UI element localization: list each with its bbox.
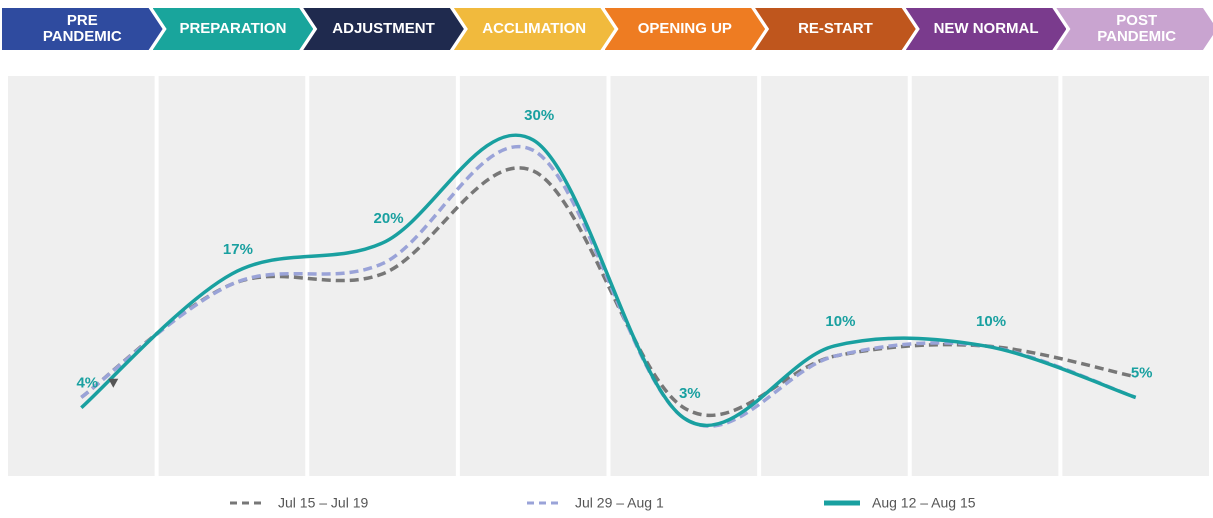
phase-label: PREPARATION [153,8,314,50]
value-label: 4% [76,375,98,392]
value-label: 10% [976,313,1006,330]
phase-label: ACCLIMATION [454,8,615,50]
column-bg [8,76,155,476]
legend-label: Aug 12 – Aug 15 [872,495,976,511]
phase-label: OPENING UP [605,8,766,50]
series-line [80,133,1137,428]
phase-label: PRE PANDEMIC [2,8,163,50]
value-label: 20% [374,210,404,227]
column-bg [761,76,908,476]
column-bg [1062,76,1209,476]
value-label: 3% [679,385,701,402]
column-bg [459,76,607,476]
phase-label: RE-START [755,8,916,50]
column-bg [911,76,1059,476]
phase-label: POST PANDEMIC [1056,8,1213,50]
value-label: 17% [223,241,253,258]
phase-label: NEW NORMAL [906,8,1067,50]
trend-marker [108,378,119,388]
column-bg [309,76,456,476]
value-label: 5% [1131,364,1153,381]
legend-label: Jul 29 – Aug 1 [575,495,664,511]
value-label: 30% [524,107,554,124]
phase-label: ADJUSTMENT [303,8,464,50]
legend-label: Jul 15 – Jul 19 [278,495,368,511]
value-label: 10% [825,313,855,330]
